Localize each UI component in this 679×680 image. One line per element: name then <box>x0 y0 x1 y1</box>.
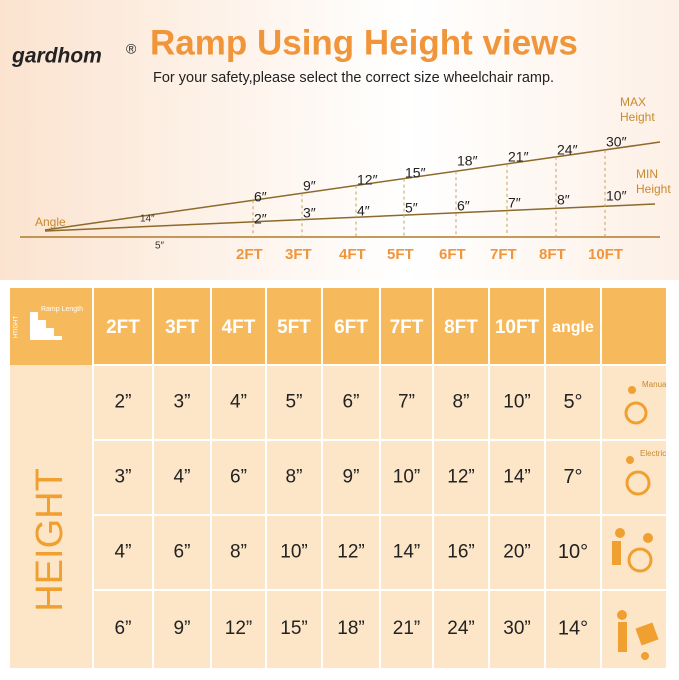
cell: 8” <box>453 392 470 413</box>
min-height-label: 5″ <box>405 200 418 216</box>
cell: 20” <box>503 542 530 563</box>
cell: 4” <box>115 542 132 563</box>
angle-max: 14″ <box>140 214 155 225</box>
corner-length: Ramp Length <box>41 306 83 313</box>
min-label: Height <box>636 182 671 196</box>
side-label: HEIGHT <box>29 468 71 612</box>
cell: 6” <box>174 542 191 563</box>
column-header: 7FT <box>390 317 424 338</box>
icon-label: Manual <box>642 380 668 389</box>
min-height-label: 2″ <box>254 211 267 227</box>
cell: 7” <box>398 392 415 413</box>
cell: 2” <box>115 392 132 413</box>
cell: 5° <box>563 391 582 413</box>
cell: 14° <box>558 617 588 639</box>
column-header: 10FT <box>495 317 540 338</box>
max-height-label: 24″ <box>557 142 578 158</box>
cell: 8” <box>286 467 303 488</box>
header-bg <box>0 0 679 280</box>
cell: 14” <box>503 467 530 488</box>
length-label: 5FT <box>387 246 414 263</box>
cell: 12” <box>447 467 474 488</box>
column-header: 6FT <box>334 317 368 338</box>
min-height-label: 6″ <box>457 198 470 214</box>
length-label: 3FT <box>285 246 312 263</box>
cell: 9” <box>343 467 360 488</box>
column-header: 8FT <box>444 317 478 338</box>
max-height-label: 30″ <box>606 134 627 150</box>
min-label: MIN <box>636 167 658 181</box>
max-height-label: 15″ <box>405 165 426 181</box>
cell: 10” <box>280 542 307 563</box>
min-height-label: 3″ <box>303 205 316 221</box>
title: Ramp Using Height views <box>150 23 578 62</box>
min-height-label: 10″ <box>606 188 627 204</box>
max-height-label: 18″ <box>457 153 478 169</box>
column-header: angle <box>552 319 594 336</box>
max-height-label: 9″ <box>303 178 316 194</box>
cell: 12” <box>225 618 252 639</box>
stairs-icon <box>30 312 62 340</box>
table-header-bg <box>10 288 667 365</box>
length-label: 4FT <box>339 246 366 263</box>
subtitle: For your safety,please select the correc… <box>153 70 554 86</box>
cell: 3” <box>174 392 191 413</box>
cell: 6” <box>230 467 247 488</box>
column-header: 5FT <box>277 317 311 338</box>
max-height-label: 12″ <box>357 172 378 188</box>
column-header: 3FT <box>165 317 199 338</box>
icons <box>612 386 659 660</box>
cell: 9” <box>174 618 191 639</box>
length-label: 6FT <box>439 246 466 263</box>
min-line <box>44 203 656 232</box>
cell: 8” <box>230 542 247 563</box>
cell: 16” <box>447 542 474 563</box>
angle-min: 5″ <box>155 241 165 252</box>
cell: 4” <box>174 467 191 488</box>
length-label: 7FT <box>490 246 517 263</box>
column-header: 4FT <box>222 317 256 338</box>
max-height-label: 21″ <box>508 149 529 165</box>
cell: 15” <box>280 618 307 639</box>
cell: 30” <box>503 618 530 639</box>
min-height-label: 4″ <box>357 203 370 219</box>
cell: 21” <box>393 618 420 639</box>
cell: 10° <box>558 541 588 563</box>
length-label: 10FT <box>588 246 623 263</box>
cell: 6” <box>115 618 132 639</box>
min-height-label: 7″ <box>508 195 521 211</box>
max-label: Height <box>620 110 655 124</box>
cell: 10” <box>393 467 420 488</box>
cell: 24” <box>447 618 474 639</box>
cell: 5” <box>286 392 303 413</box>
length-label: 2FT <box>236 246 263 263</box>
logo: gardhom <box>11 45 102 68</box>
max-label: MAX <box>620 95 646 109</box>
cell: 4” <box>230 392 247 413</box>
cell: 6” <box>343 392 360 413</box>
cell: 18” <box>337 618 364 639</box>
icon-label: Electric <box>640 449 666 458</box>
cell: 14” <box>393 542 420 563</box>
min-height-label: 8″ <box>557 192 570 208</box>
corner-height: HTIGHT <box>14 316 20 339</box>
max-line <box>44 141 661 231</box>
cell: 10” <box>503 392 530 413</box>
max-height-label: 6″ <box>254 189 267 205</box>
column-header: 2FT <box>106 317 140 338</box>
cell: 12” <box>337 542 364 563</box>
cell: 3” <box>115 467 132 488</box>
cell: 7° <box>563 466 582 488</box>
angle-label: Angle <box>35 215 66 229</box>
length-label: 8FT <box>539 246 566 263</box>
logo-mark: ® <box>126 41 137 57</box>
